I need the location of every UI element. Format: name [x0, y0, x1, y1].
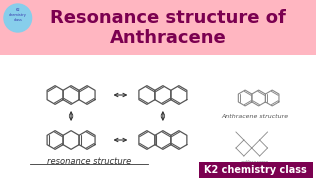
Text: Anthracene structure: Anthracene structure	[221, 114, 288, 118]
Circle shape	[4, 4, 32, 32]
Text: Anthracene: Anthracene	[109, 29, 226, 47]
Text: K2
chemistry
class: K2 chemistry class	[9, 8, 27, 22]
Text: resonance structure: resonance structure	[47, 158, 131, 166]
Text: K2 chemistry class: K2 chemistry class	[204, 165, 307, 175]
Text: Resonance structure of: Resonance structure of	[50, 9, 286, 27]
FancyBboxPatch shape	[199, 162, 313, 178]
Text: anthracene: anthracene	[241, 159, 269, 165]
FancyBboxPatch shape	[0, 0, 316, 55]
